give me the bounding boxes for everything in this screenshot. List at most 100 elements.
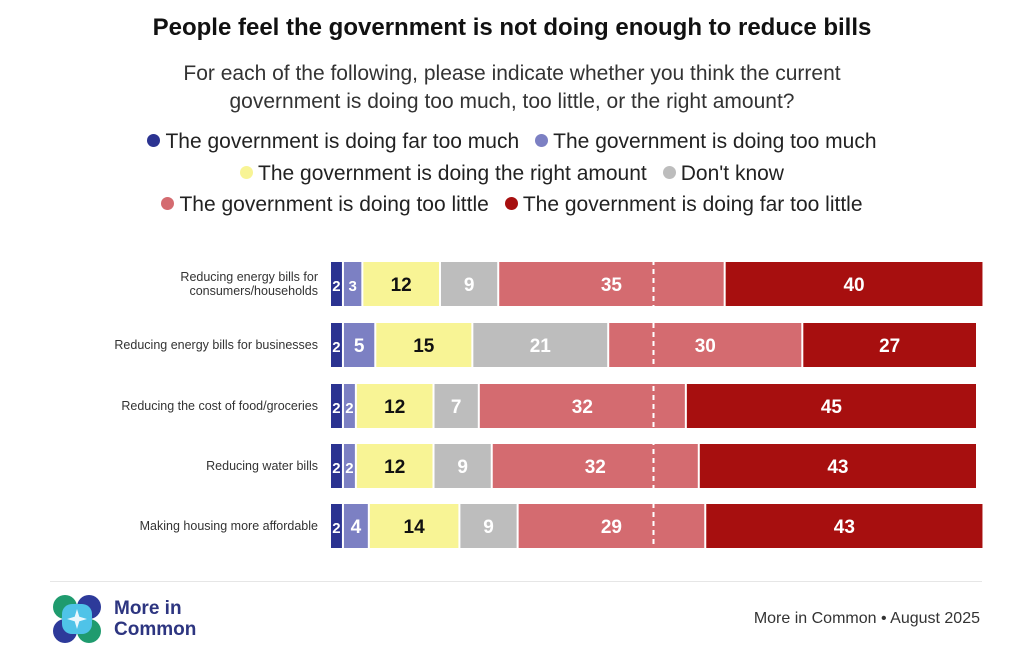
data-label: 2 [332,520,340,537]
legend-row: The government is doing far too much The … [0,130,1024,154]
bar-segment [331,444,342,488]
legend-item: The government is doing far too much [147,130,519,154]
chart-title: People feel the government is not doing … [152,14,872,41]
data-label: 3 [348,278,356,295]
category-label-line: consumers/households [189,284,318,298]
data-label: 21 [530,336,552,357]
data-label: 27 [879,336,900,357]
category-label: Reducing water bills [206,459,318,473]
more-in-common-logo-icon [53,595,101,643]
legend-swatch-icon [504,197,518,210]
bar-segment [440,262,498,306]
category-label: Reducing energy bills for businesses [114,338,318,352]
data-label: 9 [464,275,475,296]
legend-swatch-icon [535,134,549,147]
bar-segment [356,444,433,488]
legend-item: Don't know [662,162,784,186]
legend-swatch-icon [240,166,254,179]
data-label: 45 [821,397,843,418]
data-label: 2 [332,400,340,417]
legend-label: The government is doing too much [553,130,877,153]
legend-item: The government is doing the right amount [240,162,647,186]
data-label: 32 [572,397,593,418]
data-label: 35 [601,275,623,296]
legend-label: The government is doing far too much [165,130,520,153]
data-label: 12 [384,397,405,418]
category-label-line: Reducing energy bills for businesses [114,338,318,352]
bar-segment [376,323,472,367]
bar-segment [434,384,478,428]
legend-item: The government is doing too little [161,193,489,217]
category-label-line: Reducing energy bills for [180,270,318,284]
legend-item: The government is doing far too little [504,193,863,217]
bar-segment [331,323,342,367]
bar-segment [609,323,802,367]
bar-segment [706,504,983,548]
divider [50,581,982,582]
data-label: 4 [351,517,362,538]
bar-segment [343,504,368,548]
bar-segment [369,504,459,548]
logo-text: More in Common [114,598,196,640]
legend-swatch-icon [662,166,676,179]
data-label: 43 [834,517,855,538]
legend-swatch-icon [147,134,161,147]
bar-segment [363,262,439,306]
category-label-line: Reducing the cost of food/groceries [121,399,318,413]
category-label-line: Making housing more affordable [140,519,318,533]
data-label: 2 [345,400,353,417]
bar-segment [473,323,608,367]
legend-row: The government is doing the right amount… [0,162,1024,186]
bar-segment [699,444,976,488]
bar-segment [331,384,342,428]
logo-line-2: Common [114,619,197,640]
legend-label: The government is doing the right amount [258,162,647,185]
bar-segment [479,384,685,428]
chart-subtitle: For each of the following, please indica… [183,62,841,113]
bar-segment [499,262,724,306]
bar-segment [331,262,342,306]
data-label: 32 [585,457,606,478]
bar-segment [343,444,355,488]
data-label: 2 [345,460,353,477]
bar-segment [434,444,491,488]
legend-row: The government is doing too little The go… [0,193,1024,217]
bar-segment [518,504,705,548]
data-label: 2 [332,339,340,356]
stacked-bar-chart: Reducing energy bills for consumers/house… [114,260,983,550]
data-label: 14 [404,517,426,538]
legend-label: The government is doing too little [179,193,489,216]
source-note: More in Common • August 2025 [753,610,980,627]
data-label: 30 [695,336,716,357]
data-label: 43 [827,457,848,478]
logo-line-1: More in [114,598,182,619]
legend-label: The government is doing far too little [522,193,863,216]
data-label: 9 [457,457,468,478]
data-label: 5 [354,336,365,357]
legend-swatch-icon [161,197,175,210]
category-label: Reducing energy bills for consumers/house… [180,270,318,298]
bar-segment [803,323,976,367]
data-label: 7 [451,397,462,418]
legend-label: Don't know [680,162,784,185]
category-label-line: Reducing water bills [206,459,318,473]
bar-segment [343,323,375,367]
data-label: 12 [391,275,412,296]
data-label: 9 [483,517,494,538]
bar-segment [686,384,976,428]
data-label: 2 [332,278,340,295]
bar-segment [343,262,362,306]
legend-item: The government is doing too much [535,130,877,154]
category-label: Reducing the cost of food/groceries [121,399,318,413]
data-label: 29 [601,517,622,538]
data-label: 2 [332,460,340,477]
bar-segment [460,504,517,548]
bar-segment [331,504,342,548]
bar-segment [343,384,355,428]
category-label: Making housing more affordable [140,519,318,533]
data-label: 12 [384,457,405,478]
bar-segment [356,384,433,428]
bar-segment [725,262,983,306]
data-label: 40 [843,275,864,296]
bar-segment [492,444,698,488]
